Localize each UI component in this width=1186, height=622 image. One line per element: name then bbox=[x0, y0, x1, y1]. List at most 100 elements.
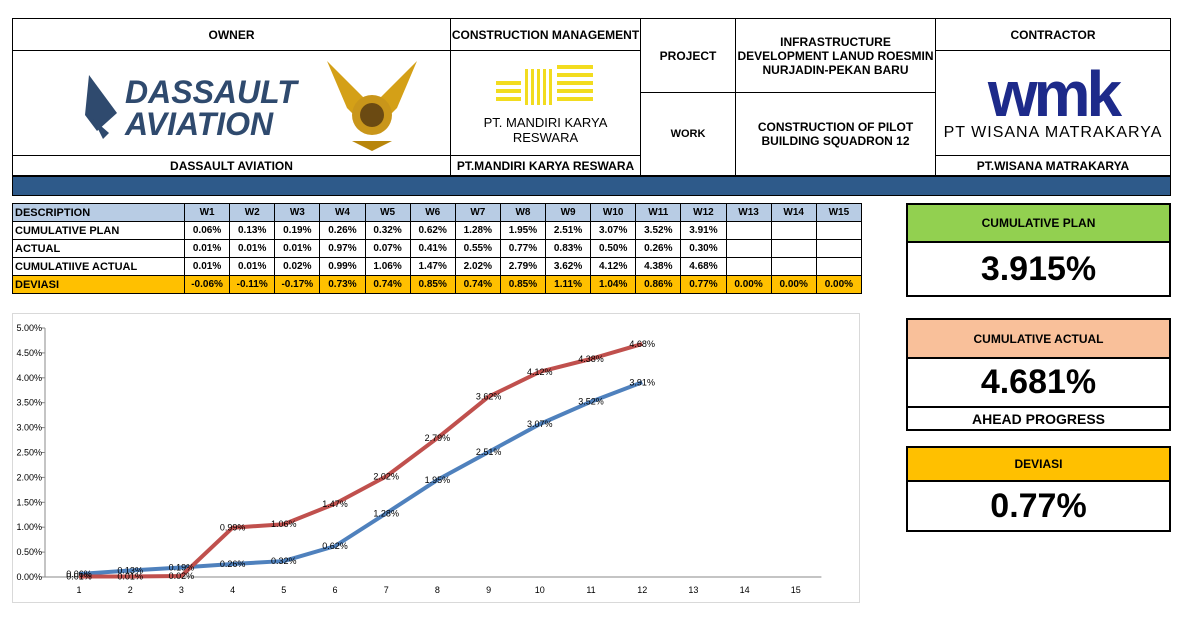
x-tick-label: 11 bbox=[586, 585, 595, 595]
cm-logo: PT. MANDIRI KARYA RESWARA bbox=[450, 50, 641, 156]
column-header: W11 bbox=[635, 203, 682, 222]
data-label: 1.95% bbox=[425, 475, 451, 485]
cell: 0.13% bbox=[229, 221, 276, 240]
cell: 0.02% bbox=[274, 257, 321, 276]
table-row: DEVIASI -0.06% -0.11% -0.17% 0.73% 0.74% 0.85%… bbox=[12, 275, 863, 294]
cell: 0.00% bbox=[815, 275, 863, 294]
cell: 0.97% bbox=[319, 239, 366, 258]
logo-word: DASSAULT bbox=[125, 74, 299, 110]
cell: 0.07% bbox=[364, 239, 411, 258]
empty-cell bbox=[815, 239, 863, 258]
logo-word: AVIATION bbox=[124, 106, 274, 142]
data-label: 0.19% bbox=[169, 563, 195, 573]
cell: 0.50% bbox=[590, 239, 637, 258]
empty-cell bbox=[770, 257, 817, 276]
y-tick-label: 4.50% bbox=[16, 348, 42, 358]
column-header: DESCRIPTION bbox=[12, 203, 185, 222]
cell: 0.73% bbox=[319, 275, 366, 294]
cell: 1.28% bbox=[454, 221, 501, 240]
cell: 0.77% bbox=[680, 275, 727, 294]
column-header: W10 bbox=[590, 203, 637, 222]
y-tick-label: 1.50% bbox=[16, 497, 42, 507]
cell: 1.06% bbox=[364, 257, 411, 276]
x-tick-label: 5 bbox=[281, 585, 286, 595]
owner-logo: DASSAULT AVIATION bbox=[12, 50, 451, 156]
data-label: 3.91% bbox=[629, 377, 655, 387]
wmk-logo: wmk bbox=[987, 58, 1122, 130]
project-label: PROJECT bbox=[640, 18, 736, 93]
data-label: 4.68% bbox=[629, 339, 655, 349]
data-label: 3.62% bbox=[476, 392, 502, 402]
x-tick-label: 10 bbox=[535, 585, 545, 595]
cm-logo-text: PT. MANDIRI KARYA RESWARA bbox=[483, 115, 608, 145]
column-header: W6 bbox=[409, 203, 456, 222]
empty-cell bbox=[815, 221, 863, 240]
cm-mark bbox=[495, 65, 593, 105]
column-header: W9 bbox=[544, 203, 592, 222]
cell: 0.01% bbox=[229, 257, 276, 276]
cell: 2.79% bbox=[499, 257, 547, 276]
y-tick-label: 3.00% bbox=[16, 423, 42, 433]
cell: 0.41% bbox=[409, 239, 456, 258]
cell: 0.74% bbox=[364, 275, 411, 294]
cell: DEVIASI bbox=[12, 275, 185, 294]
series-line bbox=[78, 380, 643, 577]
empty-cell bbox=[725, 257, 772, 276]
table-row: CUMULATIIVE ACTUAL 0.01% 0.01% 0.02% 0.99% 1.… bbox=[12, 257, 863, 276]
empty-cell bbox=[725, 221, 772, 240]
y-tick-label: 3.50% bbox=[16, 398, 42, 408]
cell: 3.52% bbox=[635, 221, 682, 240]
data-label: 0.01% bbox=[117, 572, 143, 582]
x-tick-label: 8 bbox=[435, 585, 440, 595]
banner bbox=[12, 176, 1171, 196]
empty-cell bbox=[770, 221, 817, 240]
column-header: W5 bbox=[364, 203, 411, 222]
chart: 0.00% 0.50% 1.00% 1.50% 2.00% 2.50% 3.00% 3.50%… bbox=[12, 313, 860, 603]
y-tick-label: 4.00% bbox=[16, 373, 42, 383]
y-tick-label: 2.50% bbox=[16, 448, 42, 458]
cell: 0.01% bbox=[183, 257, 231, 276]
x-tick-label: 6 bbox=[332, 585, 337, 595]
cm-label: CONSTRUCTION MANAGEMENT bbox=[450, 18, 641, 51]
data-label: 0.01% bbox=[66, 572, 92, 582]
cell: 1.95% bbox=[499, 221, 547, 240]
contractor-logo: wmk PT WISANA MATRAKARYA bbox=[935, 50, 1171, 156]
y-tick-label: 0.50% bbox=[16, 547, 42, 557]
x-tick-label: 3 bbox=[179, 585, 184, 595]
cell: 0.85% bbox=[409, 275, 456, 294]
cell: 0.00% bbox=[725, 275, 772, 294]
table-row: ACTUAL 0.01% 0.01% 0.01% 0.97% 0.07% 0.41% 0.55… bbox=[12, 239, 863, 258]
cell: 0.01% bbox=[183, 239, 231, 258]
empty-cell bbox=[815, 257, 863, 276]
x-tick-label: 12 bbox=[637, 585, 647, 595]
cell: 1.04% bbox=[590, 275, 637, 294]
cell: 0.00% bbox=[770, 275, 817, 294]
work-value: CONSTRUCTION OF PILOT BUILDING SQUADRON … bbox=[735, 92, 936, 176]
x-tick-label: 13 bbox=[688, 585, 698, 595]
cell: 0.01% bbox=[274, 239, 321, 258]
cell: -0.11% bbox=[229, 275, 276, 294]
summary-label: DEVIASI bbox=[906, 446, 1171, 482]
owner-name: DASSAULT AVIATION bbox=[12, 155, 451, 176]
cell: 4.38% bbox=[635, 257, 682, 276]
cell: 0.01% bbox=[229, 239, 276, 258]
cell: ACTUAL bbox=[12, 239, 185, 258]
project-value: INFRASTRUCTURE DEVELOPMENT LANUD ROESMIN… bbox=[735, 18, 936, 93]
contractor-name: PT.WISANA MATRAKARYA bbox=[935, 155, 1171, 176]
cell: 0.26% bbox=[635, 239, 682, 258]
cell: 2.02% bbox=[454, 257, 501, 276]
chart-frame bbox=[12, 313, 860, 603]
data-label: 1.28% bbox=[373, 508, 399, 518]
cell: 4.68% bbox=[680, 257, 727, 276]
cell: 3.07% bbox=[590, 221, 637, 240]
summary-label: CUMULATIVE PLAN bbox=[906, 203, 1171, 243]
column-header: W1 bbox=[183, 203, 231, 222]
cm-name: PT.MANDIRI KARYA RESWARA bbox=[450, 155, 641, 176]
cell: 0.62% bbox=[409, 221, 456, 240]
owner-label: OWNER bbox=[12, 18, 451, 51]
column-header: W14 bbox=[770, 203, 817, 222]
x-tick-label: 2 bbox=[128, 585, 133, 595]
y-tick-label: 1.00% bbox=[16, 522, 42, 532]
data-label: 0.26% bbox=[220, 559, 246, 569]
owner-logos: DASSAULT AVIATION bbox=[84, 61, 417, 151]
